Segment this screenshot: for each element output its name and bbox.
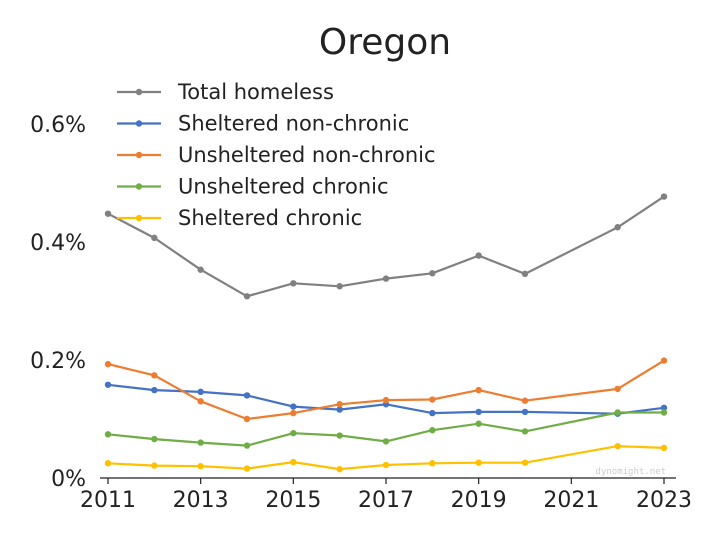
data-point — [475, 408, 482, 416]
data-point — [521, 397, 529, 404]
series-group — [104, 357, 668, 423]
data-point — [521, 408, 529, 416]
data-point — [243, 442, 251, 449]
series-line — [107, 445, 665, 471]
data-point — [475, 459, 482, 466]
legend-swatch-marker — [135, 214, 143, 222]
data-point — [336, 283, 343, 290]
data-point — [660, 357, 668, 364]
y-tick-label: 0% — [51, 467, 86, 492]
series-line — [107, 383, 665, 415]
x-tick-label: 2015 — [265, 488, 321, 513]
series-group — [104, 442, 668, 473]
legend-swatch-marker — [135, 151, 143, 159]
x-tick-label: 2011 — [80, 488, 136, 513]
data-point — [197, 266, 204, 273]
data-point — [336, 401, 343, 408]
legend-label: Total homeless — [177, 80, 334, 104]
data-point — [290, 429, 297, 437]
data-point — [197, 388, 204, 396]
data-point — [290, 280, 297, 287]
data-point — [382, 461, 390, 469]
data-point — [336, 432, 343, 439]
data-point — [151, 462, 158, 469]
data-point — [151, 234, 158, 242]
x-tick-label: 2019 — [451, 488, 507, 513]
data-point — [475, 386, 482, 394]
data-point — [197, 398, 204, 405]
data-point — [243, 465, 251, 472]
chart-title: Oregon — [319, 22, 451, 63]
data-point — [290, 409, 297, 417]
legend-swatch-marker — [135, 183, 143, 190]
data-point — [336, 465, 343, 473]
axes: 2011 2013 2015 2017 2019 2021 2023 0% 0.2% 0.4% 0.… — [30, 113, 692, 513]
data-point — [243, 293, 251, 300]
legend: Total homeless Sheltered non-chronic Unshe… — [117, 80, 436, 230]
data-point — [290, 403, 297, 410]
y-tick-label: 0.6% — [30, 113, 86, 138]
series-line — [107, 359, 665, 421]
data-point — [660, 193, 668, 200]
data-point — [660, 404, 668, 411]
data-point — [151, 435, 158, 443]
legend-item: Unsheltered chronic — [117, 175, 389, 199]
data-point — [429, 396, 436, 403]
series-lines — [104, 193, 668, 473]
data-point — [475, 420, 482, 427]
data-point — [104, 360, 112, 368]
data-point — [521, 428, 529, 435]
x-tick-label: 2017 — [358, 488, 414, 513]
series-group — [104, 193, 668, 300]
x-tick-label: 2021 — [543, 488, 599, 513]
data-point — [614, 385, 621, 393]
data-point — [104, 210, 112, 217]
data-point — [104, 381, 112, 388]
data-point — [521, 459, 529, 466]
y-tick-label: 0.4% — [30, 231, 86, 256]
data-point — [382, 275, 390, 282]
legend-label: Sheltered non-chronic — [178, 112, 409, 136]
data-point — [151, 386, 158, 394]
data-point — [104, 460, 112, 467]
data-point — [197, 463, 204, 470]
data-point — [151, 372, 158, 379]
data-point — [382, 396, 390, 404]
data-point — [243, 415, 251, 423]
data-point — [521, 270, 529, 278]
data-point — [614, 442, 621, 450]
data-point — [336, 406, 343, 413]
x-tick-label: 2013 — [173, 488, 229, 513]
series-group — [104, 409, 668, 449]
y-tick-label: 0.2% — [30, 349, 86, 374]
legend-item: Unsheltered non-chronic — [117, 143, 436, 167]
data-point — [382, 438, 390, 445]
data-point — [475, 252, 482, 259]
data-point — [660, 409, 668, 416]
data-point — [429, 427, 436, 434]
x-tick-label: 2023 — [636, 488, 692, 513]
data-point — [429, 270, 436, 277]
legend-swatch-marker — [135, 88, 143, 96]
legend-label: Unsheltered non-chronic — [178, 143, 436, 167]
data-point — [429, 409, 436, 417]
legend-item: Total homeless — [117, 80, 334, 104]
legend-item: Sheltered chronic — [117, 206, 362, 230]
data-point — [243, 392, 251, 399]
series-line — [107, 411, 664, 447]
data-point — [429, 460, 436, 467]
data-point — [290, 458, 297, 466]
data-point — [660, 444, 668, 452]
data-point — [614, 409, 621, 416]
legend-swatch-marker — [135, 120, 143, 127]
data-point — [614, 224, 621, 231]
watermark-text: dynomight.net — [596, 467, 666, 477]
legend-label: Unsheltered chronic — [178, 175, 389, 199]
data-point — [104, 431, 112, 438]
legend-label: Sheltered chronic — [178, 206, 362, 230]
series-line — [107, 195, 665, 298]
legend-item: Sheltered non-chronic — [117, 112, 409, 136]
data-point — [197, 439, 204, 446]
